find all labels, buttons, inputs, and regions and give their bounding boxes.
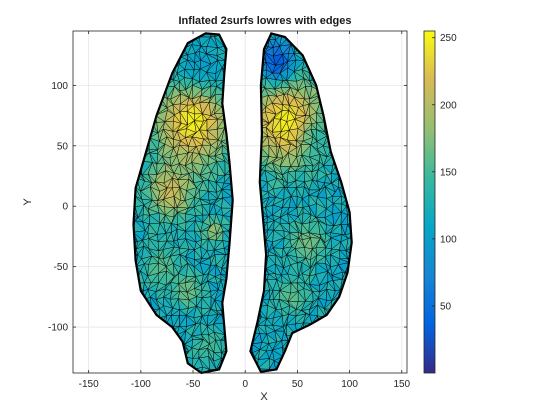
x-tick-label: 100 (341, 379, 358, 390)
x-tick-label: 150 (393, 379, 410, 390)
x-tick-label: -100 (131, 379, 151, 390)
colorbar-tick-layer: 50 100 150 200 250 (432, 33, 457, 312)
y-tick-label: -100 (48, 323, 68, 334)
surface-1 (132, 32, 234, 375)
mesh-triangle (273, 33, 283, 41)
colorbar-tick-label: 200 (440, 100, 457, 111)
x-tick-label: -150 (79, 379, 99, 390)
surface-edge (249, 32, 353, 374)
y-axis-label: Y (22, 198, 34, 206)
colorbar-tick-label: 50 (440, 301, 452, 312)
surface-mesh (133, 33, 233, 374)
y-tick-label: 100 (51, 81, 68, 92)
x-tick-label: 50 (292, 379, 304, 390)
colorbar-tick-label: 150 (440, 167, 457, 178)
x-tick-label: 0 (242, 379, 248, 390)
x-axis-label: X (260, 391, 268, 403)
colorbar-tick-label: 250 (440, 33, 457, 44)
y-tick-label: -50 (54, 262, 69, 273)
chart-title: Inflated 2surfs lowres with edges (178, 15, 352, 27)
colorbar-tick-label: 100 (440, 234, 457, 245)
tick-layer: -150 -100 -50 0 50 100 150 -100 -50 0 50 100 (48, 31, 411, 390)
colorbar (423, 30, 436, 374)
axes-background (73, 31, 407, 373)
y-tick-label: 0 (62, 202, 68, 213)
axes-box (72, 30, 408, 374)
y-tick-label: 50 (57, 141, 69, 152)
surface-edge (132, 32, 234, 375)
x-tick-label: -50 (186, 379, 201, 390)
